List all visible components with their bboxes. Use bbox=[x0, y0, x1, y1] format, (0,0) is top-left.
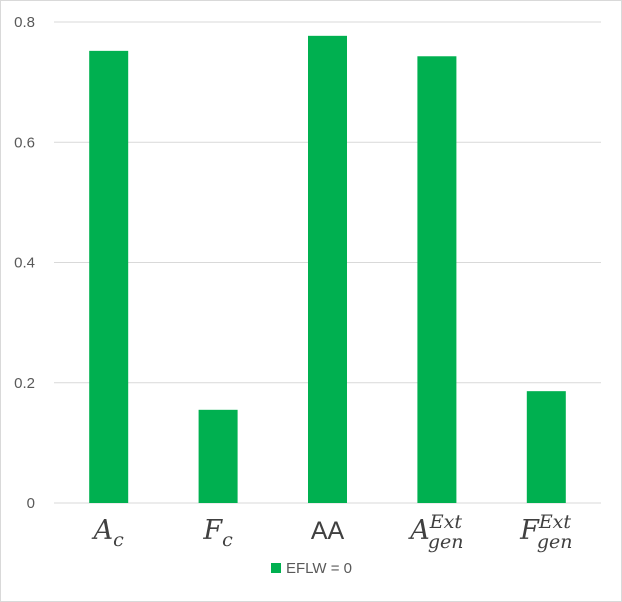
x-category-label: AExt gen bbox=[407, 511, 463, 553]
y-tick-label: 0 bbox=[27, 495, 35, 512]
y-axis-tick-labels: 0 0.2 0.4 0.6 0.8 bbox=[14, 14, 35, 512]
bar bbox=[526, 391, 566, 503]
x-category-label: Ac bbox=[91, 515, 125, 551]
x-category-label: AA bbox=[311, 517, 345, 545]
bar bbox=[417, 56, 457, 504]
legend-swatch bbox=[271, 563, 281, 573]
bar bbox=[89, 50, 129, 504]
x-category-label: FExt gen bbox=[519, 511, 572, 553]
bar bbox=[308, 35, 347, 504]
y-tick-label: 0.2 bbox=[14, 375, 35, 392]
bar bbox=[198, 409, 238, 503]
x-axis-category-labels: Ac Fc AA AExt gen FExt gen bbox=[91, 511, 573, 553]
y-tick-label: 0.8 bbox=[14, 14, 35, 31]
legend-label: EFLW = 0 bbox=[286, 560, 352, 577]
y-tick-label: 0.4 bbox=[14, 255, 35, 272]
y-tick-label: 0.6 bbox=[14, 134, 35, 151]
x-category-label: Fc bbox=[202, 515, 233, 551]
bars bbox=[89, 35, 566, 504]
legend: EFLW = 0 bbox=[271, 560, 352, 577]
